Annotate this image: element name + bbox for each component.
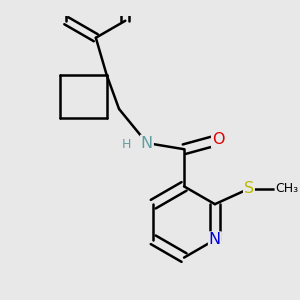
Text: N: N — [141, 136, 153, 151]
Text: CH₃: CH₃ — [275, 182, 298, 195]
Text: H: H — [122, 138, 131, 151]
Text: N: N — [209, 232, 221, 247]
Text: S: S — [244, 181, 254, 196]
Text: O: O — [212, 132, 224, 147]
